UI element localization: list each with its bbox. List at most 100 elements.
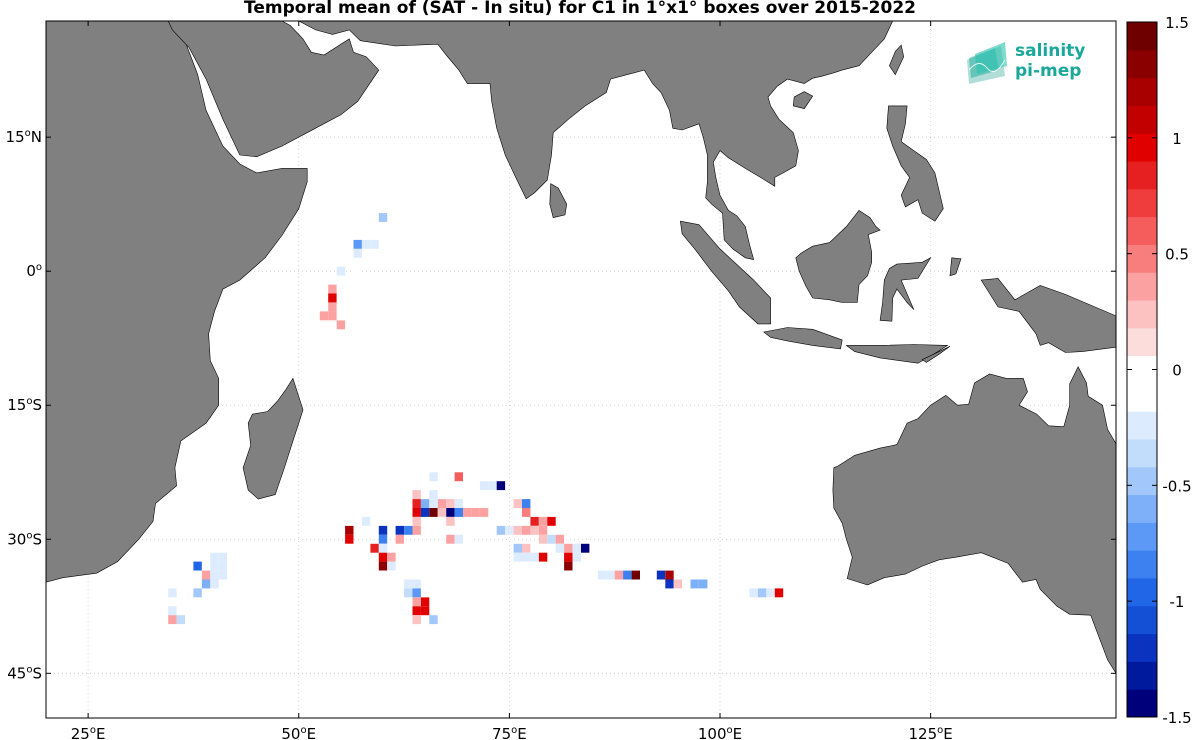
data-cell-86 — [564, 561, 573, 571]
data-cell-6 — [361, 248, 371, 258]
data-cell-32 — [446, 508, 455, 517]
data-cell-12 — [319, 311, 329, 321]
logo-line-2: pi-mep — [1015, 61, 1082, 81]
new-guinea-land — [980, 278, 1116, 353]
data-cell-102 — [757, 588, 767, 598]
data-cell-35 — [471, 508, 480, 517]
data-cell-45 — [412, 516, 421, 526]
hainan-land — [792, 91, 814, 109]
data-cell-4 — [370, 239, 379, 249]
data-cell-20 — [412, 490, 421, 499]
data-cell-50 — [395, 525, 404, 535]
data-cell-122 — [412, 579, 421, 589]
data-cell-43 — [361, 516, 371, 526]
data-cell-54 — [378, 534, 388, 544]
data-cell-34 — [463, 508, 472, 517]
data-cell-72 — [370, 543, 379, 553]
data-cell-41 — [538, 516, 548, 526]
data-cell-110 — [201, 570, 211, 580]
data-cell-116 — [168, 588, 177, 598]
data-cell-103 — [766, 588, 775, 598]
data-cell-18 — [488, 481, 497, 491]
lon-tick-label-25: 25oE — [71, 725, 106, 740]
data-cell-106 — [218, 552, 228, 562]
data-cell-118 — [168, 606, 177, 616]
data-cell-114 — [210, 579, 219, 589]
data-cell-83 — [387, 552, 396, 562]
data-cell-2 — [353, 239, 362, 249]
lat-tick-label--30: 30oS — [7, 530, 42, 548]
data-cell-64 — [538, 525, 548, 535]
timor-land — [921, 346, 951, 363]
data-cell-28 — [412, 508, 421, 517]
data-cell-124 — [404, 588, 413, 598]
lon-tick-label-50: 50oE — [281, 725, 316, 740]
chart-title: Temporal mean of (SAT - In situ) for C1 … — [244, 0, 916, 18]
data-cell-71 — [581, 543, 590, 553]
data-cell-100 — [699, 579, 708, 589]
data-cell-38 — [522, 499, 531, 508]
data-cell-105 — [210, 552, 219, 562]
logo-wave-icon — [967, 42, 1007, 84]
data-cell-109 — [218, 561, 228, 571]
arabia-land — [167, 21, 380, 158]
madagascar-land — [242, 377, 304, 500]
data-cell-14 — [336, 320, 346, 330]
data-cell-51 — [404, 525, 413, 535]
data-cell-33 — [454, 508, 463, 517]
data-cell-44 — [361, 525, 371, 535]
data-cell-60 — [505, 525, 514, 535]
data-cell-66 — [547, 534, 556, 544]
data-cell-130 — [429, 615, 438, 625]
logo-line-1: salinity — [1015, 41, 1086, 61]
data-cell-76 — [513, 552, 522, 562]
data-cell-25 — [437, 499, 447, 508]
data-cell-23 — [420, 499, 430, 508]
data-cell-99 — [690, 579, 699, 589]
data-cell-7 — [336, 266, 346, 276]
data-cell-1 — [378, 222, 388, 231]
data-cell-48 — [345, 525, 354, 535]
data-cell-80 — [564, 552, 573, 562]
africa-land — [46, 21, 308, 583]
data-cell-24 — [429, 499, 438, 508]
data-cell-67 — [555, 534, 565, 544]
salinity-pi-mep-logo: salinity pi-mep — [965, 40, 1095, 86]
data-cell-74 — [513, 543, 522, 553]
data-cell-58 — [463, 534, 472, 544]
lat-tick-label-15: 15oN — [6, 128, 42, 146]
data-cell-42 — [547, 516, 556, 526]
data-cell-5 — [353, 248, 362, 258]
data-cell-126 — [412, 597, 421, 607]
data-cell-77 — [522, 552, 531, 562]
data-cell-49 — [378, 525, 388, 535]
data-cell-10 — [328, 293, 337, 303]
data-cell-3 — [361, 239, 371, 249]
lon-tick-label-100: 100oE — [698, 725, 742, 740]
data-cell-125 — [420, 597, 430, 607]
data-cell-11 — [328, 302, 337, 312]
data-cell-79 — [538, 552, 548, 562]
data-cell-119 — [168, 615, 177, 625]
data-cell-92 — [614, 570, 624, 580]
data-cells — [168, 213, 784, 625]
data-cell-97 — [665, 579, 674, 589]
data-cell-123 — [412, 588, 421, 598]
data-cell-68 — [555, 543, 565, 553]
data-cell-121 — [404, 579, 413, 589]
data-cell-56 — [446, 534, 455, 544]
data-cell-30 — [429, 508, 438, 517]
lon-tick-label-75: 75oE — [492, 725, 527, 740]
data-cell-107 — [193, 561, 202, 571]
data-cell-29 — [420, 508, 430, 517]
sri-lanka-land — [549, 183, 568, 218]
philippines-land — [886, 105, 944, 222]
data-cell-81 — [572, 552, 581, 562]
data-cell-22 — [412, 499, 421, 508]
data-cell-31 — [437, 508, 447, 517]
data-cell-108 — [210, 561, 219, 571]
data-cell-89 — [597, 561, 607, 571]
data-cell-19 — [496, 481, 506, 491]
data-cell-47 — [446, 516, 455, 526]
data-cell-61 — [513, 525, 522, 535]
